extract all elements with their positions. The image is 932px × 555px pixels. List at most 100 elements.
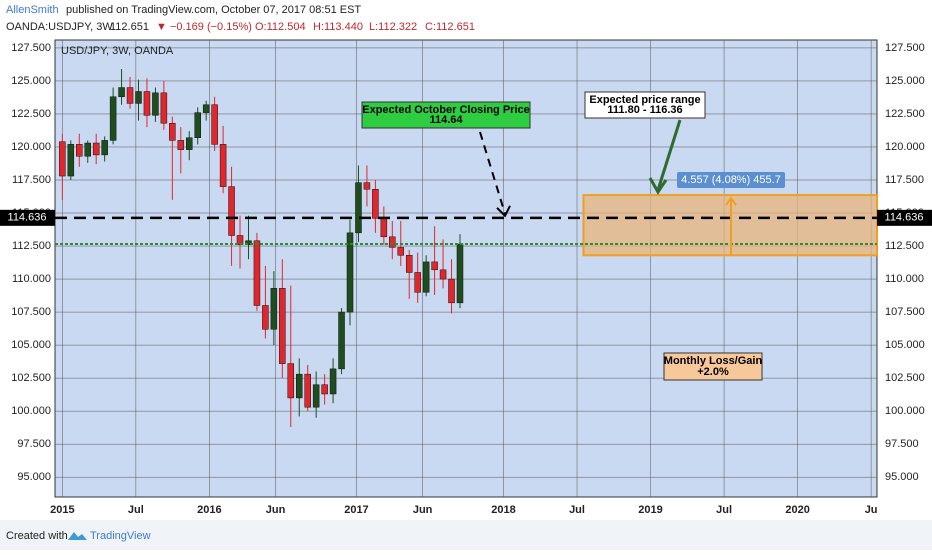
candle-body xyxy=(397,247,405,256)
y-tick-label: 122.500 xyxy=(11,108,51,120)
range-label xyxy=(584,91,706,119)
x-tick-label: Jul xyxy=(128,504,144,516)
candle-body xyxy=(262,305,269,330)
high: H:113.440 xyxy=(313,21,363,33)
y-tick-label: 100.000 xyxy=(11,405,51,417)
measure-label: 4.557 (4.08%) 455.7 xyxy=(681,174,781,186)
measure-box xyxy=(677,172,785,188)
candle-body xyxy=(295,373,303,399)
y-tick-label-right: 125.000 xyxy=(885,75,925,87)
x-tick-label: 2016 xyxy=(197,504,221,516)
candle-body xyxy=(245,240,252,245)
range-arrow xyxy=(656,119,682,191)
open: O:112.504 xyxy=(255,21,306,33)
price-badge-right-label: 114.636 xyxy=(885,212,924,224)
candle-body xyxy=(211,104,218,145)
candle-body xyxy=(67,144,75,177)
candle-body xyxy=(219,144,227,187)
footer-brand[interactable]: TradingView xyxy=(90,530,151,542)
price-badge-left-label: 114.636 xyxy=(8,212,47,224)
candle-body xyxy=(109,96,117,141)
y-tick-label-right: 110.000 xyxy=(885,273,924,285)
candle-body xyxy=(186,137,193,150)
y-tick-label: 125.000 xyxy=(11,75,51,87)
candle-body xyxy=(76,144,83,157)
candle-body xyxy=(177,140,185,150)
candle-body xyxy=(389,236,396,248)
candle-body xyxy=(321,384,328,395)
candle-body xyxy=(228,186,235,236)
candle-body xyxy=(405,255,413,273)
chart-title: USD/JPY, 3W, OANDA xyxy=(61,45,174,57)
candle-body xyxy=(414,272,421,293)
x-tick-label: Jun xyxy=(266,504,286,516)
candle-body xyxy=(270,288,278,330)
x-tick-label: Jul xyxy=(569,504,585,516)
y-tick-label-right: 117.500 xyxy=(885,174,924,186)
x-tick-label: Jun xyxy=(413,504,433,516)
candle-body xyxy=(135,91,142,104)
candle-body xyxy=(422,261,430,293)
x-tick-label: 2017 xyxy=(344,504,368,516)
x-tick-label: 2018 xyxy=(491,504,515,516)
y-tick-label: 97.500 xyxy=(17,438,51,450)
x-tick-label: 2015 xyxy=(50,504,74,516)
candle-body xyxy=(143,91,151,116)
candle-body xyxy=(287,363,295,399)
candle-body xyxy=(329,368,337,395)
close-arrow xyxy=(479,131,506,215)
candle-body xyxy=(346,232,354,313)
range-label-value: 111.80 - 116.36 xyxy=(607,104,682,116)
author[interactable]: AllenSmith xyxy=(6,4,59,16)
close-box-title: Expected October Closing Price xyxy=(362,104,530,116)
candle-body xyxy=(160,92,168,124)
x-tick-label: Ju xyxy=(865,504,878,516)
y-tick-label: 117.500 xyxy=(12,174,51,186)
candle-body xyxy=(363,182,371,190)
y-tick-label: 112.500 xyxy=(12,240,51,252)
candle-body xyxy=(92,142,100,156)
y-tick-label-right: 107.500 xyxy=(885,306,925,318)
close-box xyxy=(361,101,531,129)
y-tick-label-right: 120.000 xyxy=(885,141,925,153)
y-tick-label: 120.000 xyxy=(11,141,51,153)
candle-body xyxy=(194,112,201,138)
price-badge-left xyxy=(0,209,55,226)
footer-bar xyxy=(0,520,932,550)
y-tick-label: 105.000 xyxy=(11,339,51,351)
y-tick-label-right: 105.000 xyxy=(885,339,925,351)
candle-body xyxy=(152,92,159,116)
range-arrow-head xyxy=(648,177,668,195)
y-tick-label-right: 122.500 xyxy=(885,108,925,120)
measure-arrow xyxy=(725,196,737,256)
candle-body xyxy=(372,189,379,219)
monthly-box-title: Monthly Loss/Gain xyxy=(664,355,763,367)
candle-body xyxy=(431,261,438,271)
candle-body xyxy=(380,218,388,238)
y-tick-label: 127.500 xyxy=(11,42,51,54)
y-tick-label: 107.500 xyxy=(11,306,51,318)
y-tick-label: 95.000 xyxy=(17,471,51,483)
y-tick-label-right: 97.500 xyxy=(885,438,919,450)
candle-body xyxy=(101,140,108,156)
candle-body xyxy=(253,240,261,306)
x-tick-label: 2020 xyxy=(785,504,809,516)
y-tick-label-right: 102.500 xyxy=(885,372,925,384)
y-tick-label-right: 112.500 xyxy=(885,240,924,252)
symbol: OANDA:USDJPY, 3W xyxy=(6,21,113,33)
y-tick-label-right: 127.500 xyxy=(885,42,925,54)
y-tick-label-right: 100.000 xyxy=(885,405,925,417)
logo xyxy=(68,532,87,540)
candle-body xyxy=(448,278,455,304)
candle-body xyxy=(279,288,286,364)
x-tick-label: 2019 xyxy=(638,504,662,516)
candle-body xyxy=(84,142,91,157)
footer-created: Created with xyxy=(6,530,68,542)
candle-body xyxy=(439,269,447,280)
y-tick-label-right: 95.000 xyxy=(885,471,919,483)
candle-body xyxy=(355,182,362,234)
close-box-value: 114.64 xyxy=(429,114,463,126)
price-badge-right xyxy=(877,209,932,226)
published: published on TradingView.com, October 07… xyxy=(66,4,361,16)
